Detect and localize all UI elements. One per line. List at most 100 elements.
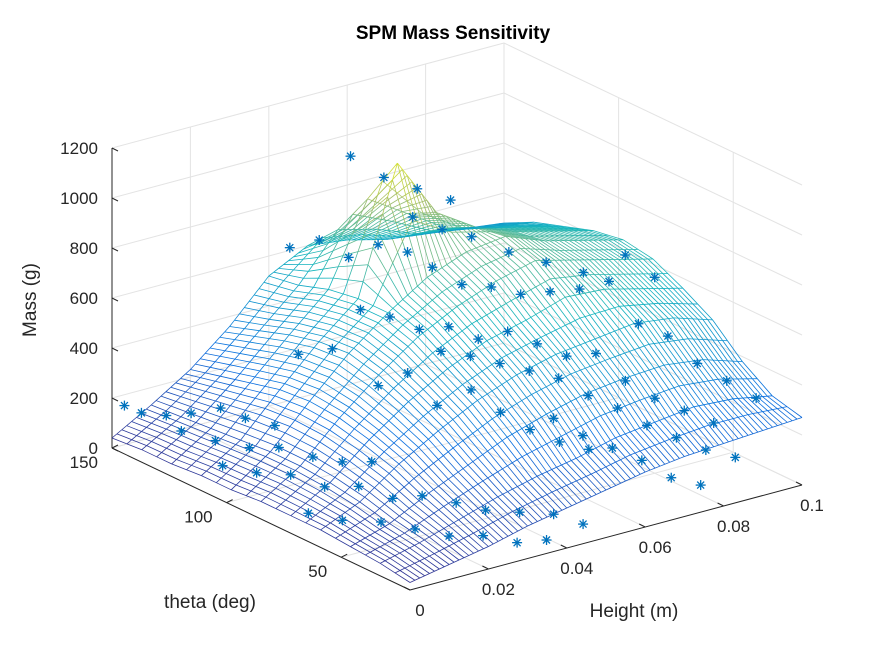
mesh-line [225,405,231,412]
mesh-line [421,228,427,231]
mesh-line [391,200,408,209]
mesh-line [160,395,177,402]
mesh-line [433,485,439,490]
mesh-line [737,378,753,398]
mesh-line [513,222,519,224]
mesh-line [466,326,483,345]
mesh-line [239,388,246,395]
mesh-line [523,222,529,224]
mesh-line [131,435,137,441]
mesh-line [151,418,157,424]
mesh-line [245,454,261,462]
mesh-line [452,447,469,466]
mesh-line [668,364,685,386]
mesh-line [374,482,380,488]
mesh-line [574,293,580,296]
mesh-line [274,395,290,403]
mesh-line [610,485,616,489]
mesh-line [146,408,162,416]
mesh-line [175,378,181,384]
mesh-line [361,234,377,241]
mesh-line [667,273,684,289]
mesh-line [422,389,439,405]
mesh-line [436,212,442,215]
mesh-line [387,334,394,340]
mesh-line [595,471,612,489]
mesh-line [151,437,157,442]
mesh-line [623,273,639,290]
mesh-line [713,444,719,448]
mesh-line [215,416,221,423]
mesh-line [477,454,483,459]
mesh-line [359,496,365,503]
mesh-line [471,249,487,265]
mesh-line [136,435,152,442]
mesh-line [495,237,501,241]
mesh-line [378,451,385,458]
mesh-line [421,193,428,201]
mesh-line [452,361,458,366]
mesh-line [584,342,601,363]
mesh-line [481,266,497,282]
mesh-line [220,390,226,396]
mesh-line [280,458,286,464]
mesh-line [366,219,383,230]
mesh-line [285,458,301,467]
mesh-line [473,507,479,512]
mesh-line [278,307,294,311]
scatter-point [136,407,147,418]
mesh-line [517,486,533,503]
mesh-line [461,326,468,332]
mesh-line [170,382,176,388]
mesh-line [438,550,455,563]
mesh-line [338,364,355,376]
mesh-line [270,451,286,460]
mesh-line [413,451,429,468]
mesh-line [319,409,325,417]
mesh-line [550,384,567,405]
mesh-line [307,248,314,254]
mesh-line [564,259,580,276]
mesh-line [234,394,241,401]
mesh-line [453,540,459,544]
mesh-line [334,451,350,462]
mesh-line [683,383,689,386]
mesh-line [457,440,464,445]
mesh-line [186,450,202,457]
mesh-line [589,290,595,293]
mesh-line [354,481,370,493]
scatter-point [700,445,711,456]
mesh-line [532,521,538,525]
mesh-line [382,284,399,305]
mesh-line [555,299,561,304]
mesh-line [653,303,669,319]
mesh-line [678,384,684,387]
mesh-line [473,530,479,534]
mesh-line [245,388,261,393]
mesh-line [521,344,527,348]
mesh-line [580,395,596,419]
mesh-line [618,288,635,306]
mesh-line [727,340,743,362]
mesh-line [181,454,197,462]
mesh-line [315,514,331,524]
mesh-line [589,338,596,342]
mesh-line [402,241,418,287]
mesh-line [324,429,330,437]
mesh-line [372,305,389,314]
mesh-line [633,273,649,289]
mesh-line [304,459,321,470]
mesh-line [372,194,378,210]
mesh-line [487,474,493,479]
scatter-point [176,426,187,437]
mesh-line [166,443,172,449]
mesh-line [579,259,595,275]
mesh-line [317,236,333,245]
scatter-point [548,413,559,424]
mesh-line [244,347,260,351]
mesh-line [284,452,291,460]
mesh-line [529,235,545,242]
mesh-line [245,490,252,496]
mesh-line [363,310,369,317]
